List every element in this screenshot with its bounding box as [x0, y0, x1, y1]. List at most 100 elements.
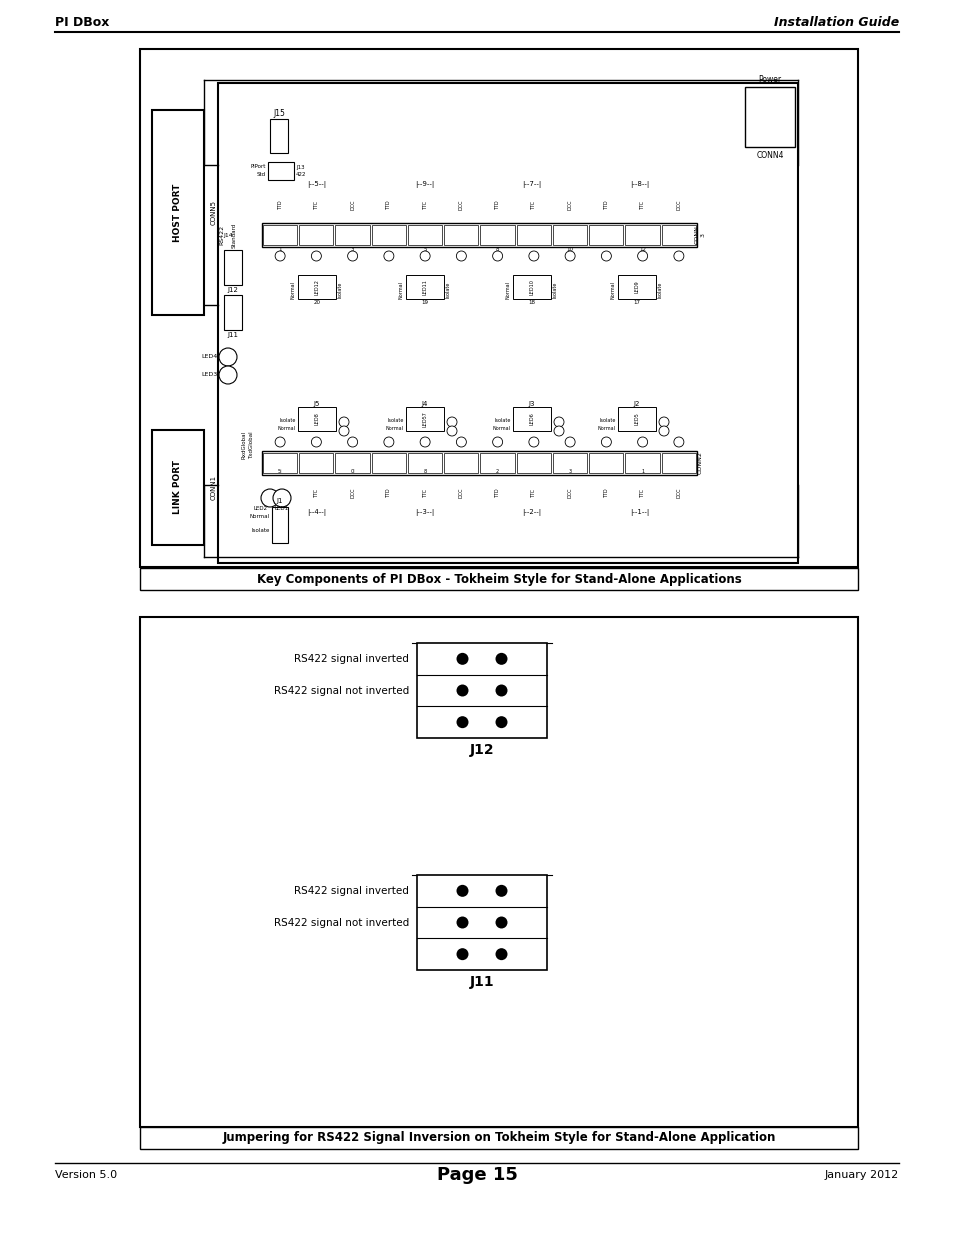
Circle shape: [456, 653, 468, 664]
Text: Page 15: Page 15: [436, 1166, 517, 1184]
Text: Version 5.0: Version 5.0: [55, 1170, 117, 1179]
Bar: [335, 453, 370, 473]
Circle shape: [528, 251, 538, 261]
Text: 18: 18: [528, 300, 535, 305]
Bar: [444, 225, 478, 245]
Bar: [263, 453, 297, 473]
Text: LED9: LED9: [634, 280, 639, 294]
Text: LED3: LED3: [201, 373, 218, 378]
Bar: [480, 225, 515, 245]
Bar: [140, 1128, 857, 1149]
Bar: [480, 453, 515, 473]
Text: 1: 1: [278, 247, 281, 252]
Text: CONN
3: CONN 3: [694, 226, 704, 245]
Text: LED1: LED1: [274, 506, 289, 511]
Bar: [517, 225, 551, 245]
Text: DCC: DCC: [567, 488, 572, 498]
Circle shape: [495, 948, 507, 960]
Text: J13: J13: [295, 165, 304, 170]
Text: TTD: TTD: [495, 488, 499, 498]
Text: DCC: DCC: [350, 488, 355, 498]
Text: |--7--|: |--7--|: [522, 182, 541, 189]
Circle shape: [447, 426, 456, 436]
Text: Normal: Normal: [277, 426, 295, 431]
Bar: [270, 119, 288, 153]
Circle shape: [659, 426, 668, 436]
Bar: [517, 453, 551, 473]
Bar: [152, 110, 204, 315]
Text: DCC: DCC: [350, 200, 355, 210]
Bar: [140, 568, 857, 590]
Bar: [299, 453, 334, 473]
Bar: [408, 453, 442, 473]
Circle shape: [261, 489, 278, 508]
Text: Power: Power: [758, 74, 781, 84]
Text: J12: J12: [469, 743, 494, 757]
Text: RxdGlobal: RxdGlobal: [241, 431, 246, 459]
Text: LED57: LED57: [422, 411, 427, 427]
Text: Isolate: Isolate: [446, 282, 451, 298]
Text: TTD: TTD: [495, 200, 499, 210]
Text: TTC: TTC: [531, 489, 536, 498]
Bar: [406, 408, 443, 431]
Text: 12: 12: [639, 247, 645, 252]
Text: Isolate: Isolate: [494, 419, 511, 424]
Text: Isolate: Isolate: [658, 282, 662, 298]
Text: |--1--|: |--1--|: [630, 510, 649, 516]
Circle shape: [456, 684, 468, 697]
Text: TTD: TTD: [277, 200, 282, 210]
Text: J5: J5: [314, 401, 320, 408]
Bar: [406, 275, 443, 299]
Text: Std: Std: [256, 172, 266, 177]
Text: Isolate: Isolate: [387, 419, 403, 424]
Bar: [513, 275, 551, 299]
Text: Isolate: Isolate: [553, 282, 558, 298]
Text: LED2: LED2: [253, 506, 268, 511]
Text: 5i: 5i: [277, 469, 282, 474]
Bar: [297, 275, 335, 299]
Circle shape: [528, 437, 538, 447]
Circle shape: [495, 884, 507, 897]
Bar: [618, 275, 656, 299]
Bar: [625, 225, 659, 245]
Circle shape: [600, 251, 611, 261]
Bar: [299, 225, 334, 245]
Text: Standard: Standard: [232, 222, 236, 248]
Circle shape: [673, 251, 683, 261]
Bar: [513, 408, 551, 431]
Text: |--8--|: |--8--|: [630, 182, 649, 189]
Text: RS422 signal not inverted: RS422 signal not inverted: [274, 685, 409, 695]
Text: TxdGlobal: TxdGlobal: [250, 431, 254, 459]
Circle shape: [338, 426, 349, 436]
Circle shape: [274, 251, 285, 261]
Text: J3: J3: [528, 401, 535, 408]
Text: Normal: Normal: [598, 426, 616, 431]
Circle shape: [447, 417, 456, 427]
Text: LED11: LED11: [422, 279, 427, 295]
Bar: [372, 453, 406, 473]
Text: TTC: TTC: [422, 200, 427, 210]
Circle shape: [495, 684, 507, 697]
Bar: [335, 225, 370, 245]
Bar: [444, 453, 478, 473]
Bar: [625, 453, 659, 473]
Circle shape: [311, 251, 321, 261]
Circle shape: [383, 437, 394, 447]
Text: TTC: TTC: [314, 489, 318, 498]
Text: LED4: LED4: [201, 354, 218, 359]
Text: Normal: Normal: [386, 426, 403, 431]
Text: DCC: DCC: [458, 488, 463, 498]
Circle shape: [338, 417, 349, 427]
Text: CONN4: CONN4: [756, 151, 783, 159]
Text: Installation Guide: Installation Guide: [773, 16, 898, 30]
Text: TTD: TTD: [603, 488, 608, 498]
Circle shape: [564, 437, 575, 447]
Bar: [416, 876, 546, 969]
Text: 0l: 0l: [350, 469, 355, 474]
Text: Normal: Normal: [291, 282, 295, 299]
Circle shape: [600, 437, 611, 447]
Circle shape: [456, 916, 468, 929]
Text: 5: 5: [423, 247, 426, 252]
Text: CONN5: CONN5: [211, 200, 216, 225]
Text: Isolate: Isolate: [599, 419, 616, 424]
